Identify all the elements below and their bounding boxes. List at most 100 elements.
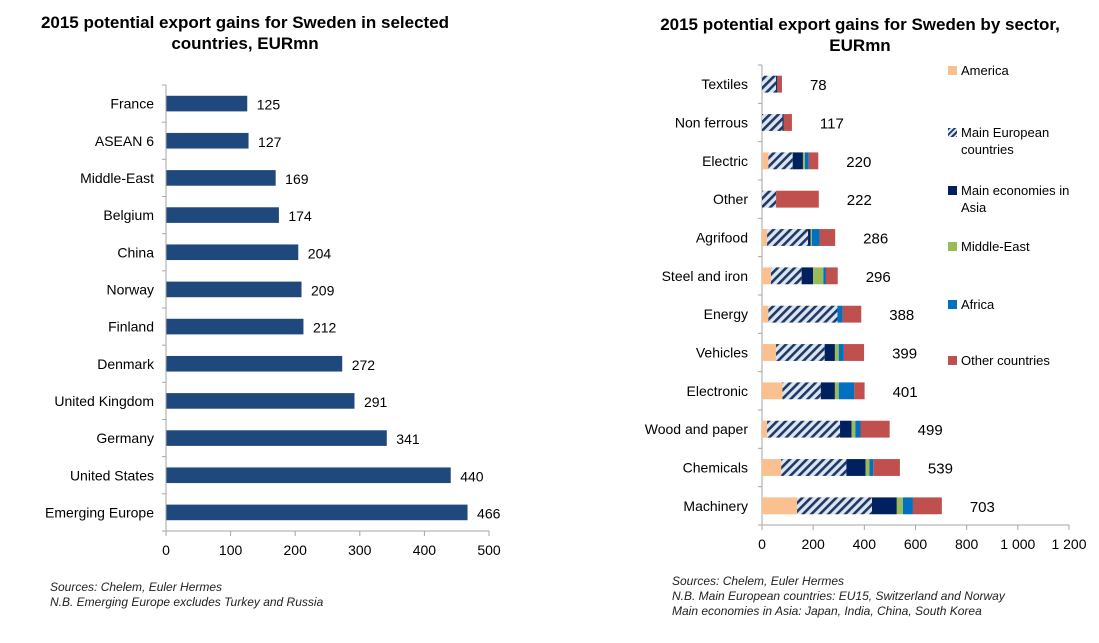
right-x-tick-label: 800 xyxy=(955,536,979,552)
legend-swatch xyxy=(948,356,957,365)
left-chart-title: 2015 potential export gains for Sweden i… xyxy=(40,13,450,53)
right-bar-segment-america xyxy=(762,344,777,361)
right-x-tick-label: 1 200 xyxy=(1051,536,1086,552)
left-bar xyxy=(166,207,279,223)
right-bar-segment-africa xyxy=(869,459,874,476)
right-chart-notes: Sources: Chelem, Euler Hermes N.B. Main … xyxy=(672,574,1005,619)
right-bar-segment-main-economies-in-asia xyxy=(808,229,811,246)
right-bar-segment-main-economies-in-asia xyxy=(792,152,803,170)
left-x-tick-label: 200 xyxy=(284,542,308,558)
right-category-label: Vehicles xyxy=(696,345,748,361)
right-bar-segment-main-economies-in-asia xyxy=(776,75,778,93)
left-bar xyxy=(166,244,299,261)
left-bar xyxy=(166,318,304,335)
left-bar xyxy=(166,430,387,446)
legend-label: Middle-East xyxy=(961,239,1030,254)
right-bar-segment-africa xyxy=(902,497,913,515)
left-x-tick-label: 400 xyxy=(413,542,437,558)
left-category-label: France xyxy=(110,96,154,112)
right-bar-segment-other-countries xyxy=(776,190,819,208)
right-bar-segment-main-european-countries xyxy=(762,75,777,93)
right-bar-segment-main-economies-in-asia xyxy=(840,420,852,438)
right-bar-segment-middle-east xyxy=(851,420,856,438)
left-category-label: Denmark xyxy=(97,356,155,372)
left-data-label: 169 xyxy=(285,171,309,187)
right-total-label: 220 xyxy=(846,154,871,171)
left-bar xyxy=(166,393,355,409)
right-category-label: Machinery xyxy=(683,498,748,514)
left-data-label: 204 xyxy=(308,245,332,261)
right-bar-segment-other-countries xyxy=(808,152,819,170)
left-category-label: United States xyxy=(70,467,154,483)
right-bar-segment-africa xyxy=(838,382,855,400)
right-total-label: 703 xyxy=(970,499,995,516)
right-category-label: Energy xyxy=(704,306,748,322)
legend-item: Middle-East xyxy=(948,238,1091,255)
legend-item: Main economies in Asia xyxy=(948,182,1091,216)
right-bar-segment-other-countries xyxy=(860,420,890,438)
right-category-label: Agrifood xyxy=(696,230,748,246)
left-data-label: 127 xyxy=(258,134,282,150)
left-category-label: United Kingdom xyxy=(54,393,154,409)
right-bar-segment-other-countries xyxy=(819,229,836,246)
right-category-label: Wood and paper xyxy=(645,421,749,437)
right-bar-segment-main-european-countries xyxy=(781,459,847,476)
right-bar-segment-main-economies-in-asia xyxy=(820,382,835,400)
right-bar-segment-america xyxy=(762,459,782,476)
right-bar-segment-other-countries xyxy=(854,382,865,400)
right-bar-segment-africa xyxy=(837,305,843,323)
legend-item: Other countries xyxy=(948,352,1091,369)
right-total-label: 499 xyxy=(918,422,943,439)
right-bar-segment-main-economies-in-asia xyxy=(801,267,814,285)
right-bar-segment-main-economies-in-asia xyxy=(846,459,866,476)
left-category-label: Belgium xyxy=(103,207,154,223)
left-data-label: 440 xyxy=(460,468,484,484)
left-data-label: 341 xyxy=(396,431,420,447)
legend-label: Main economies in Asia xyxy=(961,183,1070,215)
left-bar xyxy=(166,281,302,298)
right-bar-segment-main-european-countries xyxy=(762,114,783,131)
left-category-label: Emerging Europe xyxy=(45,504,154,520)
left-category-label: Finland xyxy=(108,319,154,335)
right-bar-segment-main-economies-in-asia xyxy=(872,497,897,515)
left-data-label: 272 xyxy=(352,357,376,373)
legend-swatch xyxy=(948,186,957,195)
right-bar-segment-main-european-countries xyxy=(762,190,777,208)
right-category-label: Steel and iron xyxy=(662,268,748,284)
legend-swatch xyxy=(948,300,957,309)
right-total-label: 296 xyxy=(866,269,891,286)
right-bar-segment-main-economies-in-asia xyxy=(824,344,835,361)
right-total-label: 222 xyxy=(847,192,872,209)
legend-item: America xyxy=(948,62,1091,79)
right-bar-segment-middle-east xyxy=(896,497,903,515)
right-bar-segment-middle-east xyxy=(834,382,839,400)
left-note-nb: N.B. Emerging Europe excludes Turkey and… xyxy=(50,595,324,609)
right-x-tick-label: 600 xyxy=(904,536,928,552)
right-bar-segment-middle-east xyxy=(834,344,839,361)
right-bar-segment-other-countries xyxy=(777,75,782,93)
right-bar-segment-america xyxy=(762,497,798,515)
legend-label: America xyxy=(961,63,1009,78)
right-total-label: 539 xyxy=(928,461,953,478)
right-bar-segment-main-european-countries xyxy=(768,152,793,170)
left-bar xyxy=(166,132,249,149)
right-stacked-bar-chart: Textiles 78 Non ferrous 117 Electric 220 Other… xyxy=(645,64,1087,552)
left-data-label: 466 xyxy=(477,505,501,521)
left-category-label: ASEAN 6 xyxy=(95,133,154,149)
right-bar-segment-main-economies-in-asia xyxy=(782,114,784,131)
right-bar-segment-middle-east xyxy=(865,459,870,476)
left-bar xyxy=(166,467,451,484)
left-data-label: 209 xyxy=(311,282,335,298)
right-bar-segment-main-european-countries xyxy=(770,267,802,285)
right-total-label: 401 xyxy=(893,384,918,401)
right-category-label: Textiles xyxy=(701,76,748,92)
right-bar-segment-middle-east xyxy=(810,229,812,246)
legend-item: Africa xyxy=(948,296,1091,313)
right-bar-segment-america xyxy=(762,267,771,285)
left-chart-notes: Sources: Chelem, Euler Hermes N.B. Emerg… xyxy=(50,580,323,610)
right-note-nb-asia: Main economies in Asia: Japan, India, Ch… xyxy=(672,604,982,618)
right-category-label: Other xyxy=(713,191,748,207)
legend-label: Africa xyxy=(961,297,995,312)
right-bar-segment-main-european-countries xyxy=(782,382,821,400)
